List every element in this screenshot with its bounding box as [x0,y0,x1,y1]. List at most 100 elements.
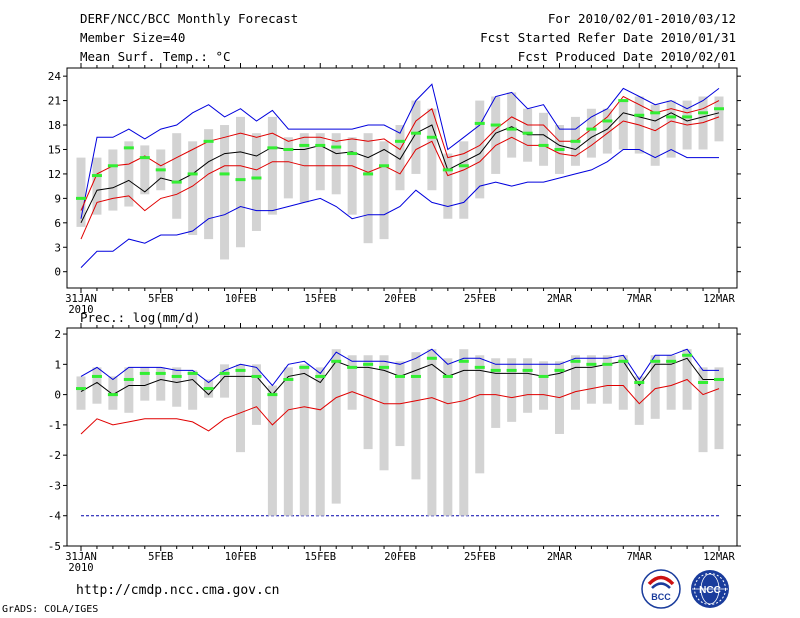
spread-box [363,133,373,244]
grads-credit: GrADS: COLA/IGES [2,604,99,615]
median-marker [666,115,677,119]
median-marker [187,371,198,375]
x-tick-label: 15FEB [304,551,336,563]
x-tick-label: 20FEB [384,293,416,305]
median-marker [299,143,310,147]
spread-box [602,355,612,404]
spread-box [140,145,150,195]
spread-box [220,125,230,260]
forecast-period-label: For 2010/02/01-2010/03/12 [547,11,736,26]
spread-box [108,149,118,211]
spread-box [331,133,341,195]
spread-box [427,108,437,191]
spread-box [539,112,549,166]
spread-box [124,367,134,413]
median-marker [107,164,118,168]
x-tick-label: 2MAR [547,293,573,305]
x-tick-label: 10FEB [225,551,257,563]
spread-box [650,355,660,419]
median-marker [171,180,182,184]
ncc-logo-text: NCC [699,585,721,596]
spread-box [427,349,437,516]
spread-box [379,355,389,471]
median-marker [586,127,597,131]
series-mean-line [80,112,720,224]
median-marker [650,111,661,115]
spread-box [586,108,596,158]
x-tick-label: 10FEB [225,293,257,305]
x-tick-label: 5FEB [148,551,173,563]
median-marker [76,196,86,200]
spread-box [331,349,341,504]
median-marker [347,365,358,369]
median-marker [522,131,533,135]
ncc-logo-icon: NCC [691,570,729,608]
median-marker [442,168,453,172]
y-tick-label: 1 [54,358,61,371]
spread-box [251,133,261,231]
median-marker [474,121,485,125]
y-tick-label: 0 [54,266,61,279]
panel-1: 0 3 6 9 12 15 18 21 24 31JAN 5FEB 10FEB 15FEB 20FEB 25… [48,63,741,316]
source-url[interactable]: http://cmdp.ncc.cma.gov.cn [76,583,280,598]
spread-box [618,100,628,150]
median-marker [410,374,421,378]
y-tick-label: 9 [54,192,61,205]
x-tick-label: 7MAR [627,293,653,305]
member-size-label: Member Size=40 [80,30,186,45]
spread-box [363,355,373,450]
median-marker [283,377,294,381]
spread-box [108,376,118,410]
spread-box [379,141,389,240]
spread-box [586,355,596,404]
median-marker [506,127,517,131]
spread-box [443,358,453,516]
y-tick-label: 6 [54,217,61,230]
spread-box [76,157,86,227]
spread-box [666,355,676,410]
series-upper-line [80,95,720,211]
series-min-line [80,148,719,268]
spread-box [443,153,453,219]
spread-box [347,137,357,215]
spread-box [299,364,309,516]
median-marker [171,374,182,378]
spread-box [267,116,277,215]
median-marker [363,362,374,366]
median-marker [363,172,374,176]
spread-box [204,129,214,240]
x-year-label: 2010 [68,304,93,316]
spread-box [140,367,150,401]
variable-label: Mean Surf. Temp.: °C [80,49,231,64]
x-tick-label: 31JAN [65,293,97,305]
spread-box [714,367,724,450]
x-tick-label: 25FEB [464,551,496,563]
median-marker [331,359,342,363]
median-marker [714,107,724,111]
median-marker [139,156,150,160]
median-marker [682,115,693,119]
spread-box [634,376,644,425]
spread-box [411,100,421,174]
spread-box [475,100,485,199]
median-marker [251,374,262,378]
median-marker [698,111,709,115]
median-marker [650,359,661,363]
median-marker [698,381,709,384]
median-marker [618,359,629,363]
median-marker [219,371,230,375]
spread-box [666,100,676,158]
spread-box [714,96,724,142]
median-marker [379,164,390,168]
spread-box [347,355,357,410]
bcc-logo-icon: BCC [641,569,681,609]
x-tick-label: 25FEB [464,293,496,305]
x-tick-label: 5FEB [148,293,173,305]
median-marker [235,178,246,182]
median-marker [538,143,549,147]
median-marker [331,145,342,149]
median-marker [602,362,613,366]
spread-box [411,352,421,480]
spread-box [459,141,469,219]
median-marker [618,99,629,103]
